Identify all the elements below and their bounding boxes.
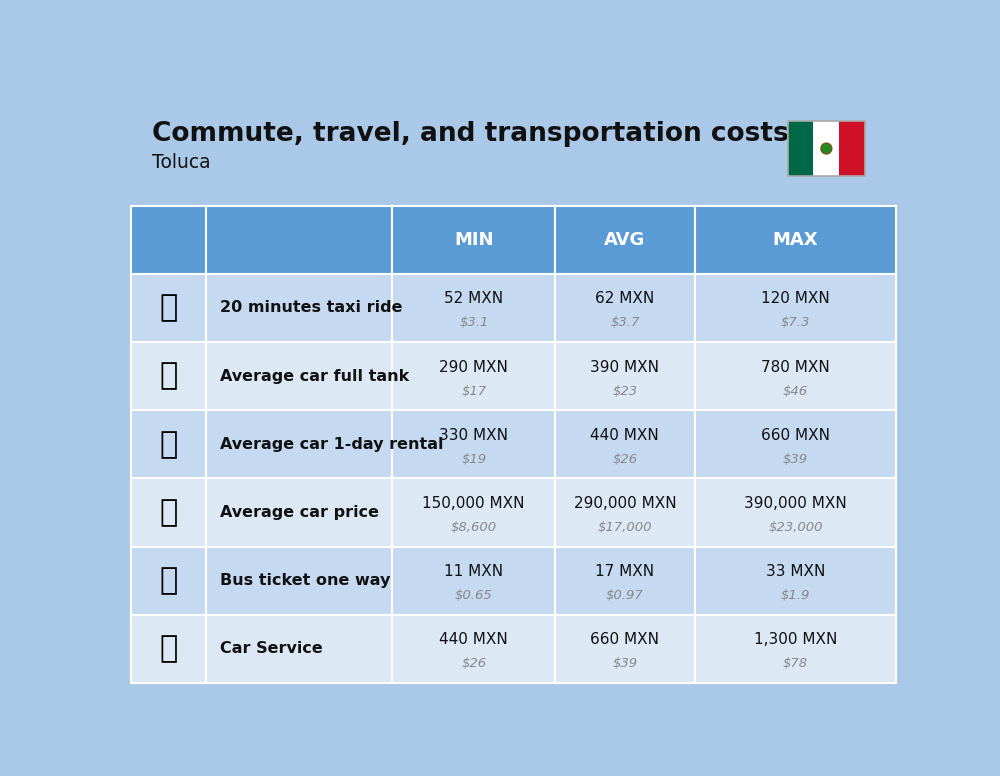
Text: $8,600: $8,600 bbox=[451, 521, 497, 534]
Text: AVG: AVG bbox=[604, 230, 646, 248]
Text: 390 MXN: 390 MXN bbox=[590, 359, 659, 375]
Text: Average car full tank: Average car full tank bbox=[220, 369, 410, 383]
FancyBboxPatch shape bbox=[555, 206, 695, 274]
Text: Average car 1-day rental: Average car 1-day rental bbox=[220, 437, 444, 452]
FancyBboxPatch shape bbox=[555, 546, 695, 615]
Text: 440 MXN: 440 MXN bbox=[590, 428, 659, 443]
FancyBboxPatch shape bbox=[555, 615, 695, 683]
FancyBboxPatch shape bbox=[131, 478, 206, 546]
Text: $46: $46 bbox=[783, 385, 808, 397]
Text: $26: $26 bbox=[612, 452, 637, 466]
Text: 52 MXN: 52 MXN bbox=[444, 292, 503, 307]
Text: $3.1: $3.1 bbox=[459, 317, 488, 329]
Text: 660 MXN: 660 MXN bbox=[761, 428, 830, 443]
Text: $23: $23 bbox=[612, 385, 637, 397]
Text: $39: $39 bbox=[783, 452, 808, 466]
Text: $0.97: $0.97 bbox=[606, 589, 644, 602]
Text: Bus ticket one way: Bus ticket one way bbox=[220, 573, 391, 588]
FancyBboxPatch shape bbox=[206, 546, 392, 615]
Text: 🚙: 🚙 bbox=[160, 430, 178, 459]
FancyBboxPatch shape bbox=[392, 342, 555, 411]
FancyBboxPatch shape bbox=[206, 615, 392, 683]
FancyBboxPatch shape bbox=[206, 274, 392, 342]
FancyBboxPatch shape bbox=[555, 411, 695, 478]
Text: $3.7: $3.7 bbox=[610, 317, 640, 329]
FancyBboxPatch shape bbox=[392, 411, 555, 478]
Text: $23,000: $23,000 bbox=[768, 521, 823, 534]
FancyBboxPatch shape bbox=[695, 274, 896, 342]
FancyBboxPatch shape bbox=[131, 274, 206, 342]
FancyBboxPatch shape bbox=[206, 342, 392, 411]
FancyBboxPatch shape bbox=[131, 546, 206, 615]
FancyBboxPatch shape bbox=[392, 274, 555, 342]
FancyBboxPatch shape bbox=[695, 615, 896, 683]
Text: 780 MXN: 780 MXN bbox=[761, 359, 830, 375]
FancyBboxPatch shape bbox=[555, 274, 695, 342]
Text: 🚘: 🚘 bbox=[160, 634, 178, 663]
FancyBboxPatch shape bbox=[131, 411, 206, 478]
Text: 🚕: 🚕 bbox=[160, 293, 178, 322]
FancyBboxPatch shape bbox=[206, 478, 392, 546]
FancyBboxPatch shape bbox=[131, 206, 206, 274]
Text: $78: $78 bbox=[783, 657, 808, 670]
FancyBboxPatch shape bbox=[392, 206, 555, 274]
Text: 20 minutes taxi ride: 20 minutes taxi ride bbox=[220, 300, 403, 315]
Text: $0.65: $0.65 bbox=[455, 589, 493, 602]
Text: $17,000: $17,000 bbox=[598, 521, 652, 534]
FancyBboxPatch shape bbox=[555, 478, 695, 546]
Text: 390,000 MXN: 390,000 MXN bbox=[744, 496, 847, 511]
FancyBboxPatch shape bbox=[392, 546, 555, 615]
Text: 660 MXN: 660 MXN bbox=[590, 632, 659, 647]
FancyBboxPatch shape bbox=[392, 615, 555, 683]
Text: 440 MXN: 440 MXN bbox=[439, 632, 508, 647]
Circle shape bbox=[822, 144, 831, 153]
FancyBboxPatch shape bbox=[695, 546, 896, 615]
Text: 62 MXN: 62 MXN bbox=[595, 292, 654, 307]
Text: Toluca: Toluca bbox=[152, 153, 211, 172]
FancyBboxPatch shape bbox=[839, 121, 865, 176]
Text: 290,000 MXN: 290,000 MXN bbox=[574, 496, 676, 511]
Text: 330 MXN: 330 MXN bbox=[439, 428, 508, 443]
Text: $7.3: $7.3 bbox=[781, 317, 810, 329]
Text: Average car price: Average car price bbox=[220, 505, 379, 520]
Text: 150,000 MXN: 150,000 MXN bbox=[422, 496, 525, 511]
Text: 17 MXN: 17 MXN bbox=[595, 564, 654, 579]
Text: MIN: MIN bbox=[454, 230, 494, 248]
FancyBboxPatch shape bbox=[555, 342, 695, 411]
Text: 290 MXN: 290 MXN bbox=[439, 359, 508, 375]
Text: 🚌: 🚌 bbox=[160, 566, 178, 595]
Text: $17: $17 bbox=[461, 385, 486, 397]
FancyBboxPatch shape bbox=[788, 121, 813, 176]
Text: 120 MXN: 120 MXN bbox=[761, 292, 830, 307]
Text: 33 MXN: 33 MXN bbox=[766, 564, 825, 579]
FancyBboxPatch shape bbox=[131, 342, 206, 411]
Text: $39: $39 bbox=[612, 657, 637, 670]
Text: $19: $19 bbox=[461, 452, 486, 466]
Text: MAX: MAX bbox=[773, 230, 818, 248]
Text: 11 MXN: 11 MXN bbox=[444, 564, 503, 579]
Text: Commute, travel, and transportation costs: Commute, travel, and transportation cost… bbox=[152, 121, 789, 147]
Text: ⛽: ⛽ bbox=[160, 362, 178, 390]
Text: 🚗: 🚗 bbox=[160, 498, 178, 527]
FancyBboxPatch shape bbox=[813, 121, 839, 176]
Circle shape bbox=[821, 143, 832, 154]
Text: $1.9: $1.9 bbox=[781, 589, 810, 602]
FancyBboxPatch shape bbox=[131, 615, 206, 683]
Text: Car Service: Car Service bbox=[220, 641, 323, 656]
FancyBboxPatch shape bbox=[695, 411, 896, 478]
FancyBboxPatch shape bbox=[206, 206, 392, 274]
FancyBboxPatch shape bbox=[695, 206, 896, 274]
FancyBboxPatch shape bbox=[392, 478, 555, 546]
FancyBboxPatch shape bbox=[695, 478, 896, 546]
FancyBboxPatch shape bbox=[206, 411, 392, 478]
FancyBboxPatch shape bbox=[695, 342, 896, 411]
Text: $26: $26 bbox=[461, 657, 486, 670]
Text: 1,300 MXN: 1,300 MXN bbox=[754, 632, 837, 647]
